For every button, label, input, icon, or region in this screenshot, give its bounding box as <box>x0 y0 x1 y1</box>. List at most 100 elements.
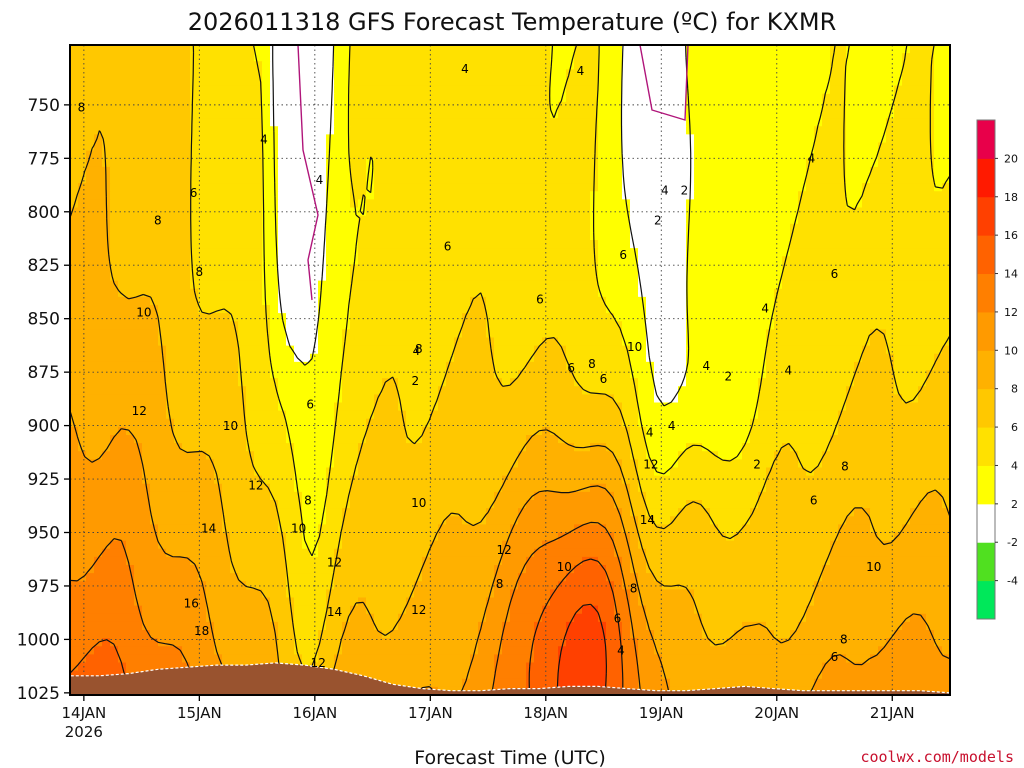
temperature-cell <box>678 272 687 282</box>
temperature-cell <box>518 353 527 363</box>
temperature-cell <box>302 175 311 184</box>
temperature-cell <box>542 191 551 200</box>
temperature-cell <box>478 77 487 87</box>
temperature-cell <box>118 410 127 420</box>
temperature-cell <box>662 337 671 347</box>
temperature-cell <box>630 110 639 119</box>
temperature-cell <box>166 248 175 257</box>
temperature-cell <box>766 272 775 282</box>
temperature-cell <box>926 378 935 387</box>
temperature-cell <box>518 175 527 184</box>
temperature-cell <box>254 361 263 371</box>
temperature-cell <box>470 272 479 282</box>
temperature-cell <box>942 118 950 127</box>
temperature-cell <box>918 93 927 103</box>
temperature-cell <box>150 118 159 127</box>
temperature-cell <box>390 321 399 330</box>
temperature-cell <box>118 321 127 330</box>
temperature-cell <box>766 313 775 322</box>
temperature-cell <box>686 402 695 412</box>
temperature-cell <box>518 329 527 339</box>
temperature-cell <box>742 45 751 54</box>
temperature-cell <box>86 77 95 87</box>
temperature-cell <box>670 142 679 152</box>
temperature-cell <box>238 175 247 184</box>
temperature-cell <box>174 45 183 54</box>
temperature-cell <box>494 77 503 87</box>
temperature-cell <box>574 110 583 119</box>
temperature-cell <box>406 85 415 95</box>
temperature-cell <box>486 45 495 54</box>
temperature-cell <box>510 386 519 395</box>
temperature-cell <box>390 313 399 322</box>
temperature-cell <box>454 223 463 233</box>
temperature-cell <box>270 345 279 355</box>
temperature-cell <box>934 199 943 209</box>
temperature-cell <box>302 93 311 103</box>
temperature-cell <box>414 223 423 233</box>
temperature-cell <box>918 313 927 322</box>
temperature-cell <box>478 126 487 135</box>
temperature-cell <box>454 313 463 322</box>
temperature-cell <box>398 191 407 200</box>
temperature-cell <box>694 313 703 322</box>
temperature-cell <box>542 386 551 395</box>
temperature-cell <box>774 53 783 62</box>
temperature-cell <box>606 361 615 371</box>
temperature-cell <box>766 386 775 395</box>
temperature-cell <box>142 69 151 79</box>
temperature-cell <box>566 256 575 265</box>
temperature-cell <box>158 207 167 217</box>
temperature-cell <box>110 199 119 209</box>
temperature-cell <box>678 118 687 127</box>
temperature-cell <box>590 61 599 70</box>
temperature-cell <box>934 361 943 371</box>
temperature-cell <box>254 77 263 87</box>
temperature-cell <box>510 296 519 306</box>
temperature-cell <box>630 337 639 347</box>
temperature-cell <box>718 183 727 192</box>
temperature-cell <box>478 93 487 103</box>
temperature-cell <box>206 85 215 95</box>
temperature-cell <box>742 370 751 379</box>
temperature-cell <box>942 402 950 412</box>
temperature-cell <box>78 272 87 282</box>
temperature-cell <box>526 61 535 70</box>
temperature-cell <box>358 280 367 290</box>
temperature-cell <box>150 183 159 192</box>
temperature-cell <box>670 166 679 176</box>
temperature-cell <box>470 166 479 176</box>
temperature-cell <box>382 264 391 274</box>
temperature-cell <box>390 85 399 95</box>
temperature-cell <box>446 231 455 241</box>
temperature-cell <box>134 256 143 265</box>
temperature-cell <box>814 53 823 62</box>
temperature-cell <box>94 256 103 265</box>
temperature-cell <box>86 134 95 144</box>
temperature-cell <box>174 321 183 330</box>
temperature-cell <box>878 370 887 379</box>
temperature-cell <box>462 158 471 168</box>
temperature-cell <box>246 215 255 225</box>
temperature-cell <box>214 118 223 127</box>
temperature-cell <box>310 337 319 347</box>
temperature-cell <box>286 240 295 249</box>
temperature-cell <box>222 101 231 111</box>
temperature-cell <box>334 142 343 152</box>
temperature-cell <box>702 248 711 257</box>
temperature-cell <box>446 85 455 95</box>
temperature-cell <box>334 345 343 355</box>
temperature-cell <box>686 93 695 103</box>
temperature-cell <box>894 272 903 282</box>
temperature-cell <box>366 353 375 363</box>
temperature-cell <box>190 264 199 274</box>
temperature-cell <box>742 256 751 265</box>
temperature-cell <box>110 402 119 412</box>
temperature-cell <box>606 329 615 339</box>
temperature-cell <box>742 305 751 314</box>
temperature-cell <box>366 296 375 306</box>
temperature-cell <box>134 386 143 395</box>
temperature-cell <box>142 370 151 379</box>
temperature-cell <box>758 231 767 241</box>
temperature-cell <box>654 337 663 347</box>
